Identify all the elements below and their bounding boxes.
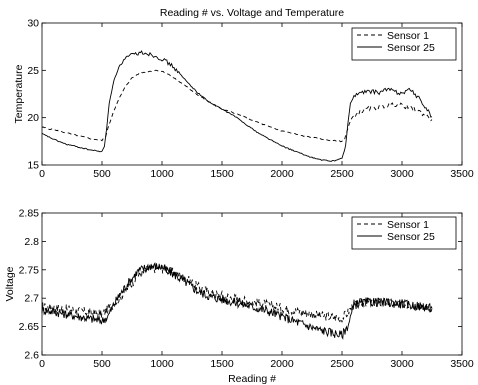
y-tick-label: 2.85 xyxy=(19,208,40,220)
legend-label: Sensor 1 xyxy=(387,30,429,42)
x-tick-label: 1500 xyxy=(210,168,234,180)
x-ticks-voltage: 0 500 1000 1500 2000 2500 3000 3500 xyxy=(39,213,474,370)
x-tick-label: 3500 xyxy=(450,358,474,370)
x-tick-label: 0 xyxy=(39,168,45,180)
x-tick-label: 1000 xyxy=(150,168,174,180)
legend-label: Sensor 1 xyxy=(387,219,429,231)
y-axis-label-voltage: Voltage xyxy=(4,266,16,301)
plot-frame-temperature xyxy=(41,22,463,166)
x-tick-label: 0 xyxy=(39,358,45,370)
x-tick-label: 2500 xyxy=(330,168,354,180)
series-line-sensor-25 xyxy=(41,262,433,340)
temperature-chart: Reading # vs. Voltage and Temperature Te… xyxy=(13,7,474,180)
y-tick-label: 2.7 xyxy=(24,293,39,305)
series-line-sensor-1 xyxy=(41,69,433,143)
x-tick-label: 2000 xyxy=(270,358,294,370)
series-lines-temperature xyxy=(41,50,433,162)
legend-box xyxy=(351,216,457,250)
y-tick-label: 30 xyxy=(27,18,39,30)
legend-label: Sensor 25 xyxy=(387,231,435,243)
x-tick-label: 3500 xyxy=(450,168,474,180)
x-ticks-temperature: 0 500 1000 1500 2000 2500 3000 3500 xyxy=(39,23,474,180)
x-axis-label-reading: Reading # xyxy=(228,373,276,385)
x-tick-label: 1500 xyxy=(210,358,234,370)
x-tick-label: 2000 xyxy=(270,168,294,180)
y-tick-label: 20 xyxy=(27,112,39,124)
series-lines-voltage xyxy=(41,262,433,340)
series-line-sensor-25 xyxy=(41,50,433,162)
y-tick-label: 2.8 xyxy=(24,236,39,248)
legend-box xyxy=(351,27,457,61)
chart-title: Reading # vs. Voltage and Temperature xyxy=(160,7,344,19)
plot-frame-voltage xyxy=(41,212,463,356)
y-ticks-temperature: 15 20 25 30 xyxy=(27,18,462,172)
y-tick-label: 15 xyxy=(27,160,39,172)
series-line-sensor-1 xyxy=(41,264,433,323)
y-tick-label: 25 xyxy=(27,65,39,77)
y-ticks-voltage: 2.6 2.65 2.7 2.75 2.8 2.85 xyxy=(19,208,462,362)
y-tick-label: 2.6 xyxy=(24,350,39,362)
legend-label: Sensor 25 xyxy=(387,42,435,54)
x-tick-label: 3000 xyxy=(390,168,414,180)
x-tick-label: 500 xyxy=(93,168,111,180)
voltage-chart: Voltage Reading # 0 500 1000 1500 2000 2500 30… xyxy=(4,208,474,385)
y-tick-label: 2.75 xyxy=(19,264,40,276)
x-tick-label: 3000 xyxy=(390,358,414,370)
y-axis-label-temperature: Temperature xyxy=(13,64,25,123)
x-tick-label: 1000 xyxy=(150,358,174,370)
x-tick-label: 2500 xyxy=(330,358,354,370)
x-tick-label: 500 xyxy=(93,358,111,370)
y-tick-label: 2.65 xyxy=(19,321,40,333)
